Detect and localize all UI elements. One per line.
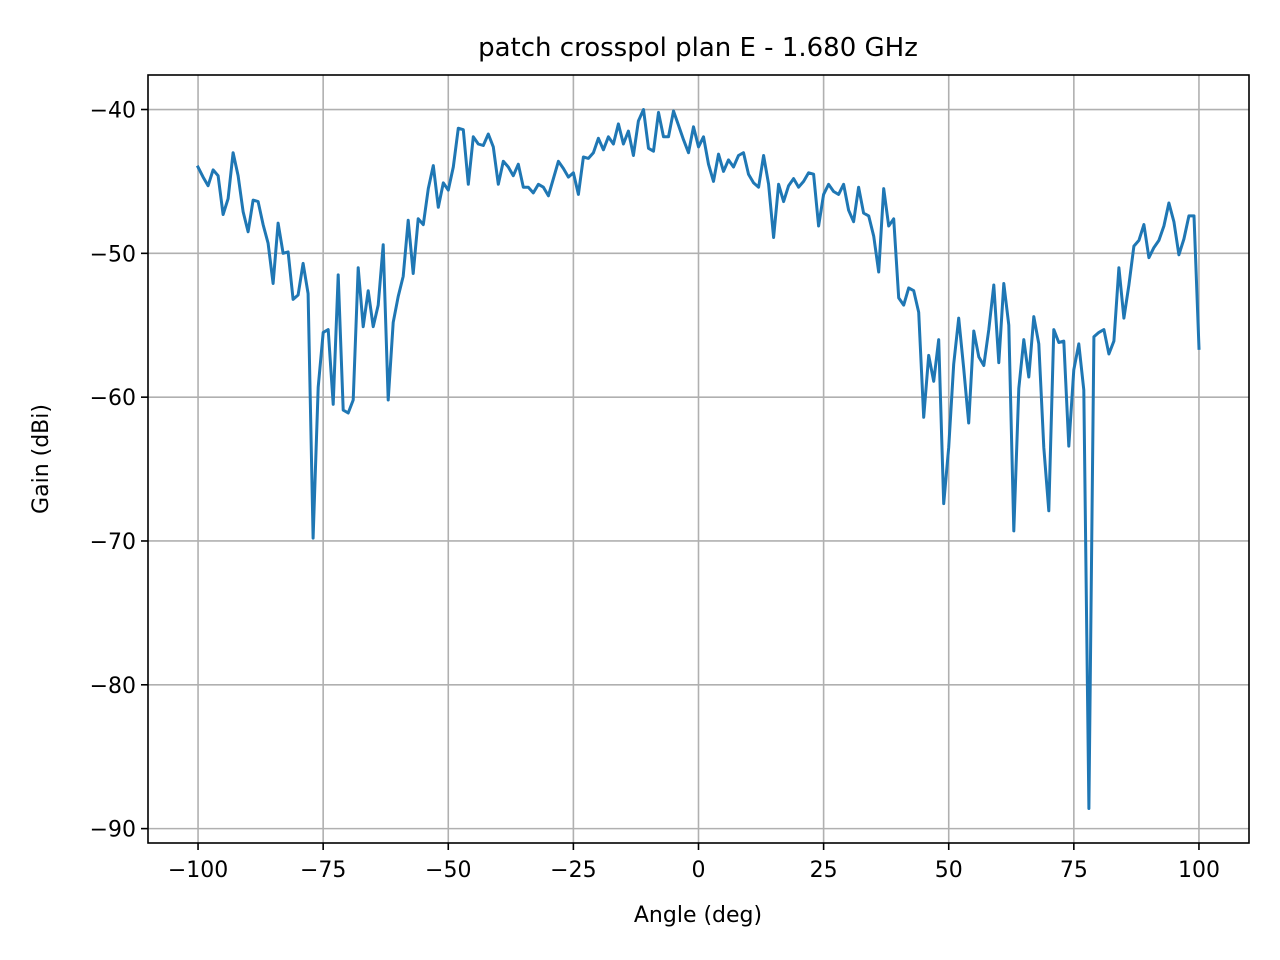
- x-tick-label: −75: [300, 858, 346, 883]
- x-tick-label: −50: [425, 858, 471, 883]
- x-tick-label: −100: [168, 858, 228, 883]
- y-tick-label: −50: [90, 242, 136, 267]
- x-tick-label: 25: [810, 858, 838, 883]
- x-tick-label: 0: [692, 858, 706, 883]
- y-axis-ticks: −40 −50 −60 −70 −80 −90: [90, 99, 148, 843]
- y-axis-label: Gain (dBi): [29, 404, 54, 514]
- x-tick-label: 50: [935, 858, 963, 883]
- y-tick-label: −90: [90, 818, 136, 843]
- series-line: [195, 108, 1201, 810]
- series-layer: [195, 108, 1201, 810]
- x-axis-ticks: −100 −75 −50 −25 0 25 50 75 100: [168, 843, 1220, 883]
- y-tick-label: −80: [90, 674, 136, 699]
- y-tick-label: −60: [90, 386, 136, 411]
- x-tick-label: −25: [550, 858, 596, 883]
- chart-title: patch crosspol plan E - 1.680 GHz: [478, 33, 918, 63]
- y-tick-label: −70: [90, 530, 136, 555]
- x-tick-label: 75: [1060, 858, 1088, 883]
- x-tick-label: 100: [1178, 858, 1220, 883]
- y-tick-label: −40: [90, 99, 136, 124]
- x-axis-label: Angle (deg): [634, 903, 762, 928]
